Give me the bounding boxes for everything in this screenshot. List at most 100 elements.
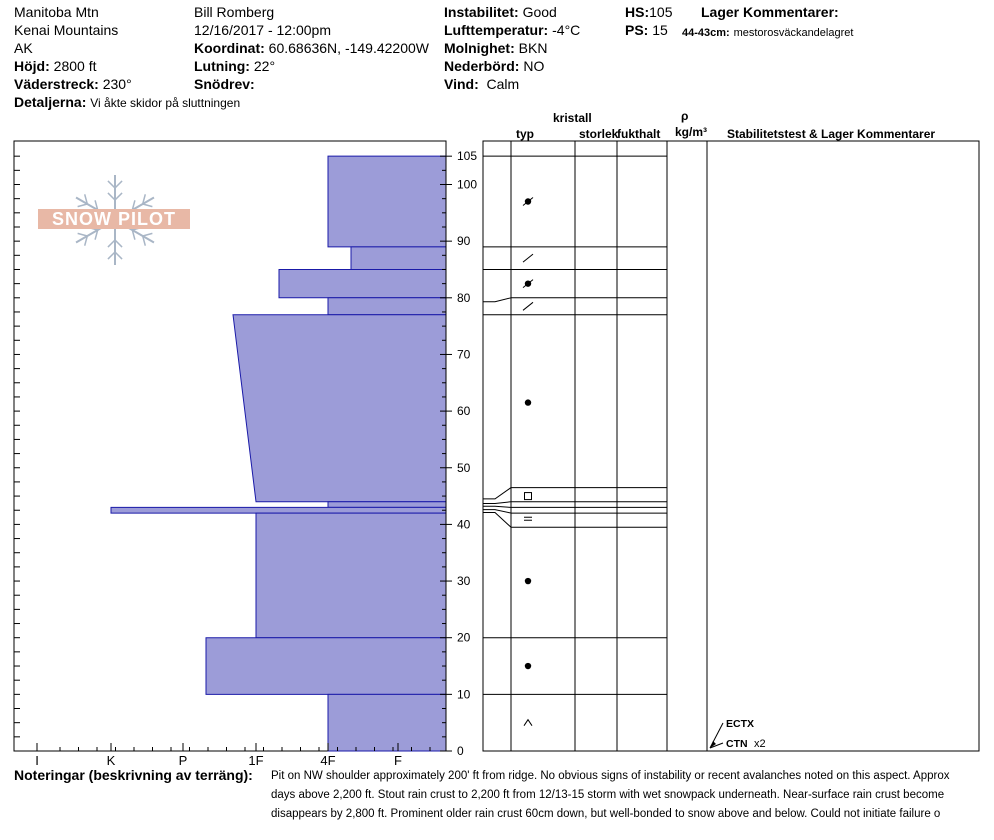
header-density-unit: kg/m³	[675, 125, 708, 139]
instability-label: Instabilitet:	[444, 4, 519, 20]
hardness-tick-label: F	[394, 753, 402, 768]
details-row: Detaljerna: Vi åkte skidor på sluttninge…	[14, 94, 240, 111]
hardness-layer	[110, 506, 447, 514]
snowflake-branch	[107, 180, 116, 189]
layer-comment-row: 44-43cm: mestorosväckandelagret	[682, 23, 853, 41]
mountain-range: Kenai Mountains	[14, 22, 119, 38]
height-tick-label: 90	[457, 234, 471, 248]
layer-comment-range: 44-43cm:	[682, 27, 730, 39]
grain-rounded-symbol	[524, 399, 532, 406]
notes-label: Noteringar (beskrivning av terräng):	[14, 767, 253, 783]
elevation-value: 2800 ft	[53, 58, 97, 74]
header-rho: ρ	[681, 109, 689, 123]
location-name: Manitoba Mtn	[14, 4, 99, 20]
hs-label: HS:	[625, 4, 650, 20]
height-tick-label: 100	[457, 178, 477, 192]
grain-facet-stroke	[522, 197, 534, 206]
snowdrift-label: Snödrev:	[194, 76, 255, 92]
hs-value: 105	[649, 4, 673, 20]
height-tick-label: 80	[457, 291, 471, 305]
hardness-tick-label: 1F	[248, 753, 263, 768]
instability-value: Good	[522, 4, 557, 20]
grain-symbols	[522, 197, 534, 726]
elevation-label: Höjd:	[14, 58, 50, 74]
height-tick-label: 30	[457, 574, 471, 588]
sky-label: Molnighet:	[444, 40, 515, 56]
grain-slash-symbol	[522, 253, 534, 263]
grain-slash-symbol	[522, 301, 534, 311]
hardness-axis: I K P 1F 4F F	[35, 743, 431, 768]
snowflake-branch	[141, 194, 147, 205]
elevation-row: Höjd: 2800 ft	[14, 58, 96, 74]
logo-text: SNOW PILOT	[52, 209, 176, 229]
hardness-layer	[205, 637, 447, 695]
ps-value: 15	[652, 22, 668, 38]
details-value: Vi åkte skidor på sluttningen	[90, 96, 241, 110]
test-arrow-head	[710, 741, 716, 748]
hardness-layer	[327, 155, 447, 248]
hardness-tick-label: 4F	[320, 753, 335, 768]
header-stability: Stabilitetstest & Lager Kommentarer	[727, 127, 936, 141]
snowflake-branch	[114, 180, 123, 189]
layer-connector	[483, 501, 512, 504]
test-label: ECTX	[726, 718, 754, 730]
height-tick-label: 0	[457, 744, 464, 758]
table-layer-rows	[483, 155, 667, 695]
snowflake-branch	[107, 192, 116, 201]
observation-datetime: 12/16/2017 - 12:00pm	[194, 22, 331, 38]
layer-comment-text: mestorosväckandelagret	[733, 27, 854, 39]
snowflake-branch	[83, 235, 89, 246]
hardness-tick-label: P	[179, 753, 188, 768]
snowflake-branch	[141, 235, 147, 246]
layer-table-frame	[482, 140, 980, 752]
wind-value: Calm	[486, 76, 520, 92]
slope-row: Lutning: 22°	[194, 58, 275, 74]
precip-row: Nederbörd: NO	[444, 58, 544, 74]
header-size: storlek	[579, 127, 619, 141]
snowflake-branch	[131, 200, 136, 211]
snowflake-branch	[107, 239, 116, 248]
layer-connector	[483, 505, 512, 508]
ps-row: PS: 15	[625, 22, 668, 38]
details-label: Detaljerna:	[14, 94, 87, 110]
snowflake-branch	[142, 232, 153, 237]
notes-line: disappears by 2,800 ft. Prominent older …	[271, 808, 941, 820]
snowflake-branch	[142, 203, 153, 208]
snowpilot-logo: SNOW PILOT	[38, 175, 190, 265]
layer-connector	[483, 512, 512, 528]
layer-connector	[483, 509, 512, 514]
slope-value: 22°	[253, 58, 276, 74]
hardness-layer	[327, 501, 447, 508]
snowdrift-row: Snödrev:	[194, 76, 255, 92]
table-columns	[510, 141, 708, 751]
hardness-layer	[278, 268, 447, 299]
aspect-value: 230°	[102, 76, 132, 92]
snowflake-branch	[114, 192, 123, 201]
height-tick-label: 60	[457, 404, 471, 418]
height-tick-label: 10	[457, 687, 471, 701]
snowflake-branch	[114, 251, 123, 260]
observer-name: Bill Romberg	[194, 4, 275, 20]
layer-connector	[483, 487, 512, 500]
notes-line: Pit on NW shoulder approximately 200' ft…	[271, 770, 950, 782]
notes-line: days above 2,200 ft. Stout rain crust to…	[271, 789, 945, 801]
hardness-layer	[327, 297, 447, 316]
airtemp-value: -4°C	[552, 22, 581, 38]
header-type: typ	[516, 127, 534, 141]
stability-tests: ECTX CTN x2	[709, 718, 766, 750]
snowflake-branch	[114, 239, 123, 248]
slope-label: Lutning:	[194, 58, 250, 74]
airtemp-row: Lufttemperatur: -4°C	[444, 22, 580, 38]
sky-row: Molnighet: BKN	[444, 40, 547, 56]
hardness-layers	[110, 155, 447, 752]
layer-comments-title: Lager Kommentarer:	[701, 4, 839, 20]
height-tick-label: 50	[457, 461, 471, 475]
aspect-label: Väderstreck:	[14, 76, 99, 92]
layer-connector	[483, 297, 512, 303]
test-label: CTN	[726, 738, 748, 750]
hardness-layer	[232, 314, 447, 503]
precip-label: Nederbörd:	[444, 58, 520, 74]
hardness-layer	[255, 512, 447, 639]
snowflake-branch	[107, 251, 116, 260]
